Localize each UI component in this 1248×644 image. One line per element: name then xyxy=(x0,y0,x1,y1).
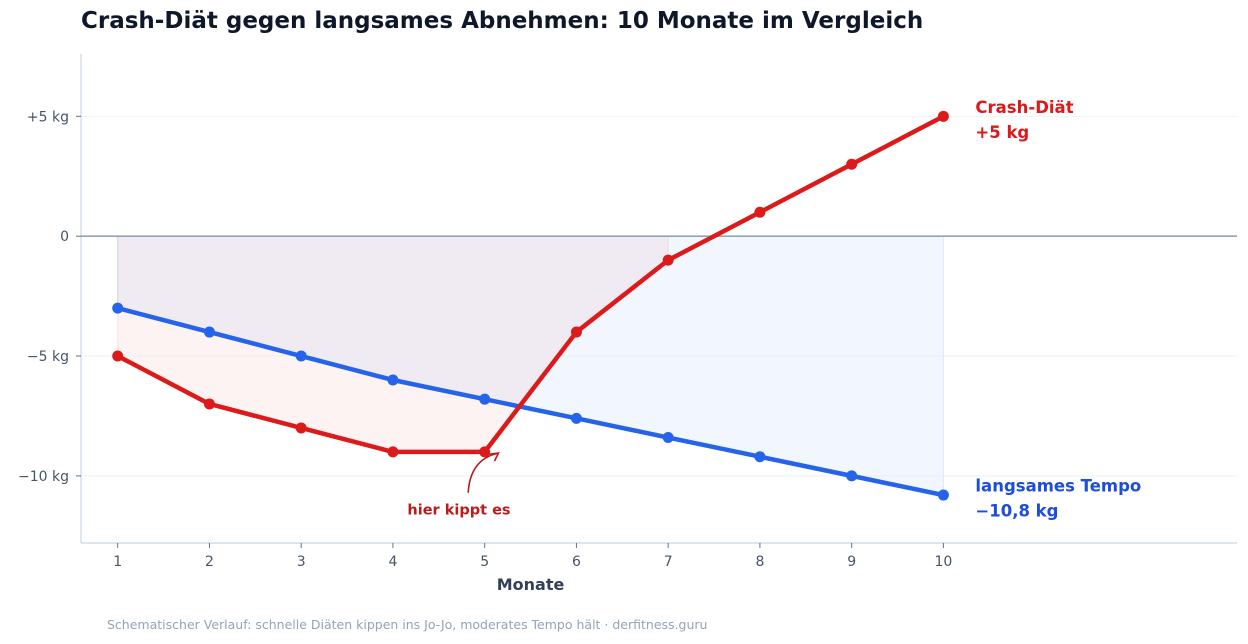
crash-data-point xyxy=(112,350,124,362)
x-tick-label: 6 xyxy=(572,554,581,570)
x-tick-label: 9 xyxy=(847,554,856,570)
x-tick-label: 2 xyxy=(205,554,214,570)
slow-data-point xyxy=(203,326,215,338)
y-tick-label: −5 kg xyxy=(27,349,69,365)
x-tick-label: 7 xyxy=(664,554,673,570)
slow-data-point xyxy=(570,412,582,424)
crash-end-label: +5 kg xyxy=(975,123,1029,142)
x-tick-label: 3 xyxy=(297,554,306,570)
slow-data-point xyxy=(662,432,674,444)
y-tick-label: 0 xyxy=(60,229,69,245)
crash-data-point xyxy=(937,110,949,122)
crash-data-point xyxy=(570,326,582,338)
crash-data-point xyxy=(387,446,399,458)
slow-data-point xyxy=(387,374,399,386)
crash-data-point xyxy=(754,206,766,218)
x-tick-label: 5 xyxy=(480,554,489,570)
area-fills xyxy=(117,235,944,496)
slow-end-label: langsames Tempo xyxy=(975,477,1141,496)
x-tick-label: 8 xyxy=(755,554,764,570)
series-lines xyxy=(112,110,949,501)
crash-series-line xyxy=(115,114,946,455)
x-tick-label: 10 xyxy=(934,554,952,570)
axes: +5 kg 0 −5 kg −10 kg 1 2 3 4 5 6 7 8 9 10 Monate xyxy=(18,54,1237,594)
y-tick-label: −10 kg xyxy=(18,469,69,485)
x-tick-label: 1 xyxy=(113,554,122,570)
slow-data-point xyxy=(479,393,491,405)
crash-data-point xyxy=(846,158,858,170)
crash-data-point xyxy=(662,254,674,266)
annotation-arrowhead xyxy=(489,452,500,462)
footer-note: Schematischer Verlauf: schnelle Diäten k… xyxy=(107,617,708,632)
y-tick-label: +5 kg xyxy=(27,109,69,125)
x-axis-label: Monate xyxy=(497,575,565,594)
crash-end-label: Crash-Diät xyxy=(975,98,1073,117)
grid-lines xyxy=(81,115,1237,477)
annotation-arrow xyxy=(467,452,499,493)
slow-data-point xyxy=(112,302,124,314)
slow-series-line xyxy=(115,305,946,498)
labels: Crash-Diät +5 kg langsames Tempo −10,8 kg hi… xyxy=(407,98,1141,521)
slow-data-point xyxy=(937,489,949,501)
slow-data-point xyxy=(295,350,307,362)
crash-data-point xyxy=(203,398,215,410)
crash-data-point xyxy=(295,422,307,434)
chart-title: Crash-Diät gegen langsames Abnehmen: 10 … xyxy=(81,8,924,34)
slow-data-point xyxy=(754,451,766,463)
slow-end-label: −10,8 kg xyxy=(975,502,1058,521)
x-tick-label: 4 xyxy=(388,554,397,570)
crash-data-point xyxy=(479,446,491,458)
slow-data-point xyxy=(846,470,858,482)
annotation-text: hier kippt es xyxy=(407,502,510,518)
